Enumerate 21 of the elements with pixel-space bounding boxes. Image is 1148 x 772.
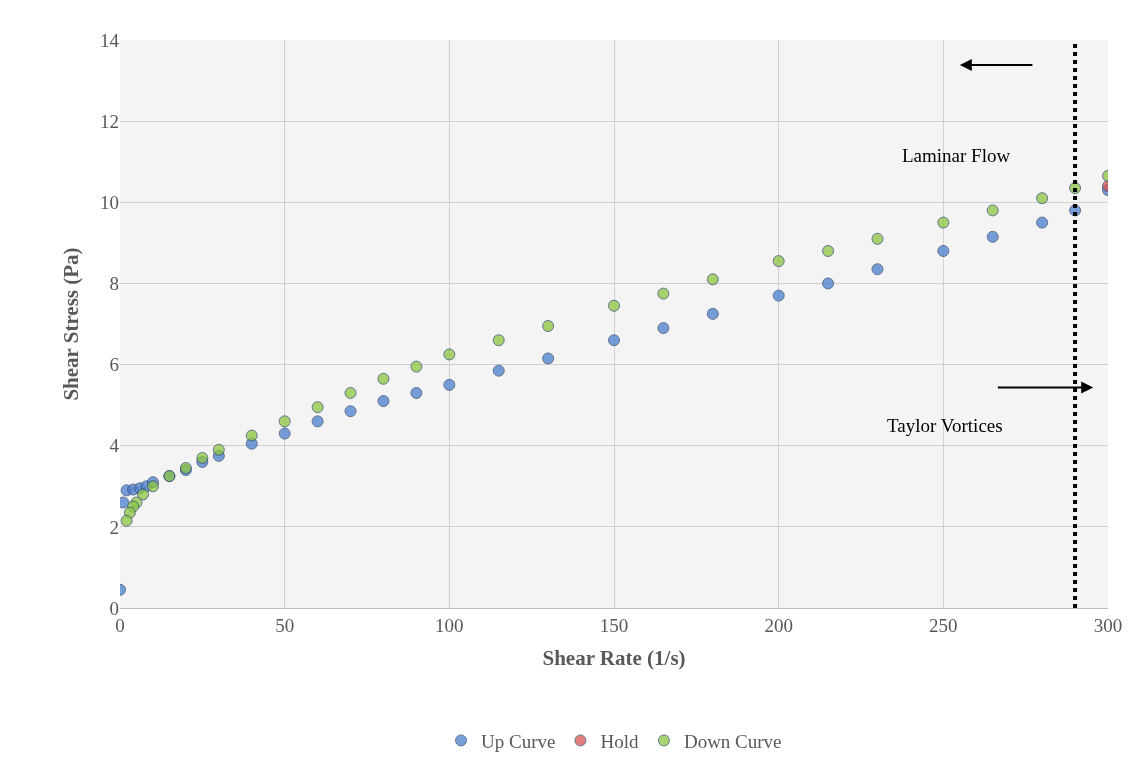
x-tick-label: 100: [435, 614, 464, 636]
y-tick-label: 10: [100, 191, 119, 213]
y-tick-label: 2: [109, 516, 119, 538]
legend-label: Up Curve: [481, 730, 556, 752]
annotation: Laminar Flow: [902, 145, 1011, 166]
y-tick-label: 6: [109, 354, 119, 376]
y-tick-label: 4: [109, 435, 120, 457]
y-tick-label: 14: [100, 29, 120, 51]
y-tick-label: 8: [109, 273, 119, 295]
x-tick-label: 150: [599, 614, 629, 636]
x-axis-title: Shear Rate (1/s): [542, 646, 686, 670]
annotation: Taylor Vortices: [887, 415, 1003, 436]
x-tick-label: 200: [764, 614, 793, 636]
legend-label: Down Curve: [683, 730, 782, 752]
x-tick-label: 300: [1093, 614, 1123, 636]
y-axis-title: Shear Stress (Pa): [59, 247, 84, 401]
x-tick-label: 250: [929, 614, 958, 636]
y-tick-label: 12: [100, 110, 119, 132]
x-tick-label: 50: [275, 614, 295, 636]
legend-label: Hold: [600, 730, 639, 752]
y-tick-label: 0: [109, 597, 119, 619]
